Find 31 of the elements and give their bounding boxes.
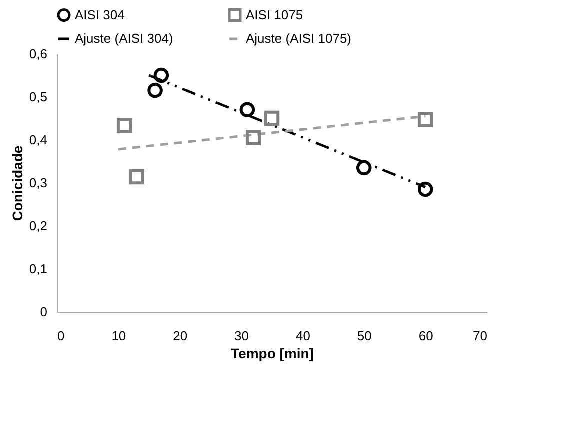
y-tick-label: 0,6 — [29, 46, 48, 62]
x-tick-label: 60 — [418, 328, 434, 344]
point — [148, 82, 163, 98]
y-tick-label: 0,3 — [29, 176, 48, 190]
point — [154, 68, 170, 84]
y-tick-label: 0,1 — [29, 262, 48, 276]
legend-label: AISI 1075 — [246, 7, 304, 22]
y-tick-label: 0,2 — [29, 218, 48, 234]
point — [246, 130, 262, 146]
point — [356, 160, 372, 176]
x-axis-title: Tempo [min] — [231, 346, 314, 362]
x-tick-label: 30 — [234, 328, 250, 344]
x-tick-label: 40 — [296, 328, 310, 344]
point — [418, 182, 434, 198]
y-tick-label: 0,4 — [29, 132, 48, 148]
legend-label: Ajuste (AISI 1075) — [246, 31, 352, 46]
legend-label: Ajuste (AISI 304) — [75, 31, 174, 46]
point — [418, 112, 434, 128]
point — [240, 102, 256, 118]
y-axis-title: Conicidade — [9, 146, 26, 222]
point — [264, 110, 280, 126]
x-tick-label: 50 — [357, 328, 372, 344]
x-tick-label: 10 — [112, 328, 126, 344]
x-tick-label: 70 — [473, 328, 488, 344]
y-tick-label: 0,5 — [29, 90, 48, 104]
point — [129, 169, 144, 185]
y-tick-label: 0 — [40, 304, 48, 320]
x-tick-label: 20 — [173, 328, 188, 344]
x-tick-label: 0 — [58, 328, 65, 344]
legend-label: AISI 304 — [75, 7, 125, 22]
point — [116, 118, 132, 134]
